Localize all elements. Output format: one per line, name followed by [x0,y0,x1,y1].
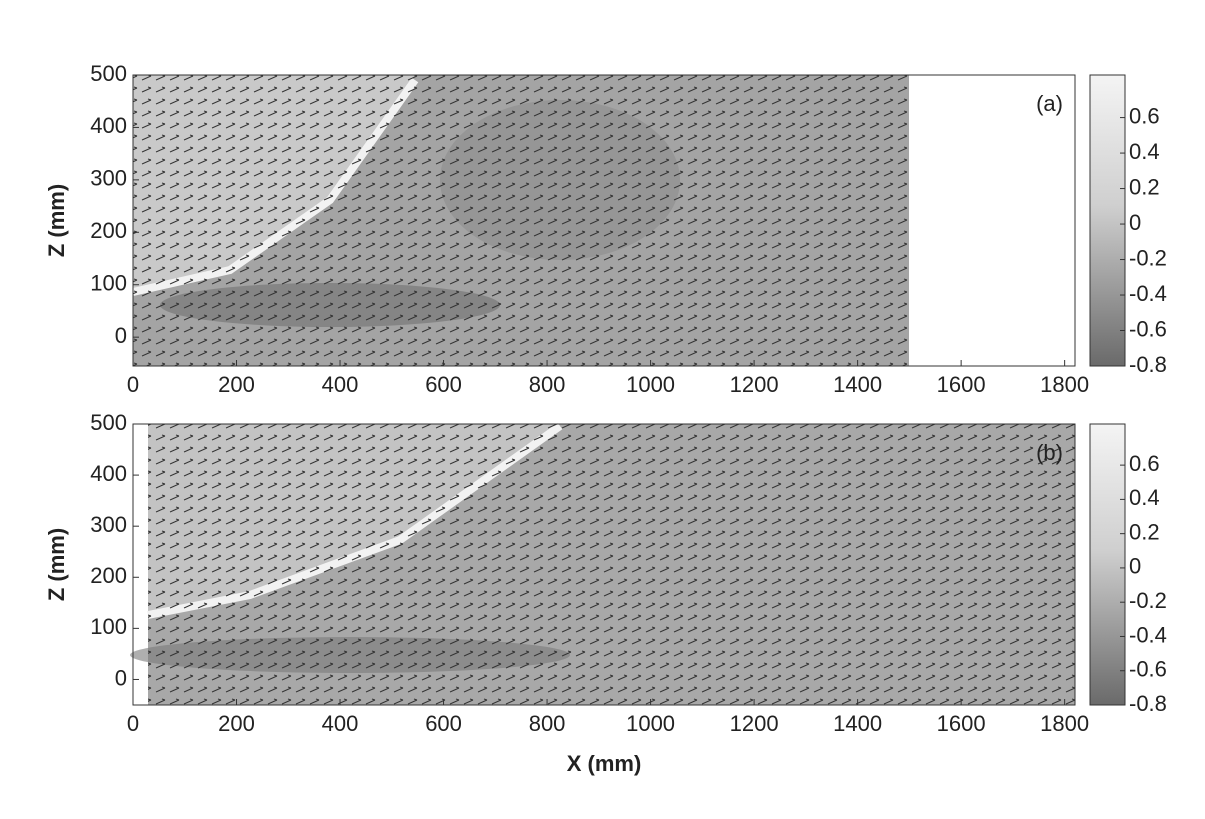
field-a [132,75,909,366]
y-tick-label: 0 [115,665,127,690]
y-tick-label: 100 [90,614,127,639]
y-tick-label: 400 [90,461,127,486]
x-tick-label: 1600 [937,711,986,736]
x-tick-label: 0 [127,372,139,397]
x-tick-label: 0 [127,711,139,736]
vectors [148,424,1075,705]
y-tick-label: 0 [115,323,127,348]
x-tick-label: 1400 [833,711,882,736]
y-tick-label: 200 [90,218,127,243]
plot-frame [132,423,1076,706]
x-tick-label: 1000 [626,372,675,397]
y-tick-label: 400 [90,113,127,138]
colorbar-tick-label: 0.4 [1129,485,1160,510]
x-tick-label: 1200 [730,711,779,736]
y-axis-label: Z (mm) [44,184,69,257]
x-tick-label: 1400 [833,372,882,397]
colorbar-tick-label: -0.2 [1129,245,1167,270]
x-tick-label: 600 [425,372,462,397]
colorbar [1089,74,1126,367]
colorbar-tick-label: 0.6 [1129,103,1160,128]
field-b [130,422,1075,705]
plot-frame [132,74,1076,367]
y-tick-label: 100 [90,271,127,296]
colorbar-tick-label: -0.8 [1129,691,1167,716]
vectors [133,75,909,366]
colorbar-tick-label: 0 [1129,554,1141,579]
x-axis-label: X (mm) [567,751,642,776]
x-tick-label: 800 [529,372,566,397]
x-tick-label: 1800 [1040,372,1089,397]
colorbar-tick-label: -0.4 [1129,622,1167,647]
x-tick-label: 200 [218,711,255,736]
y-tick-label: 200 [90,563,127,588]
x-tick-label: 200 [218,372,255,397]
colorbar-tick-label: -0.6 [1129,316,1167,341]
x-tick-label: 1800 [1040,711,1089,736]
y-tick-label: 300 [90,512,127,537]
colorbar-tick-label: -0.4 [1129,281,1167,306]
x-tick-label: 600 [425,711,462,736]
x-tick-label: 1600 [937,372,986,397]
colorbar-tick-label: 0 [1129,210,1141,235]
y-tick-label: 500 [90,61,127,86]
y-tick-label: 500 [90,410,127,435]
x-tick-label: 800 [529,711,566,736]
colorbar-tick-label: 0.2 [1129,519,1160,544]
colorbar [1089,423,1126,706]
y-tick-label: 300 [90,166,127,191]
x-tick-label: 1000 [626,711,675,736]
colorbar-tick-label: 0.2 [1129,174,1160,199]
y-axis-label: Z (mm) [44,528,69,601]
x-tick-label: 400 [322,372,359,397]
x-tick-label: 400 [322,711,359,736]
panel-label: (a) [1036,91,1063,116]
colorbar-tick-label: 0.6 [1129,451,1160,476]
colorbar-tick-label: -0.2 [1129,588,1167,613]
panel-label: (b) [1036,440,1063,465]
colorbar-tick-label: -0.6 [1129,657,1167,682]
colorbar-tick-label: -0.8 [1129,352,1167,377]
colorbar-tick-label: 0.4 [1129,139,1160,164]
x-tick-label: 1200 [730,372,779,397]
